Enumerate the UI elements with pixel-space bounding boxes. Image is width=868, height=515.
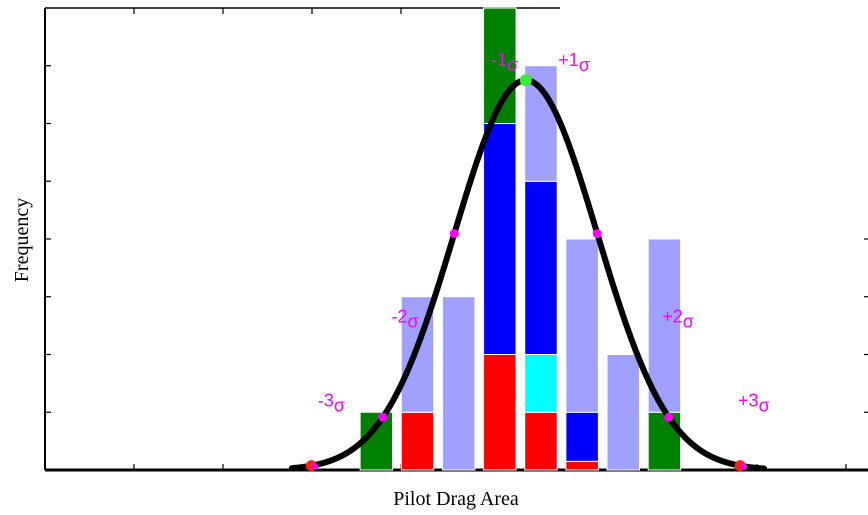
sigma-label: -3σ <box>318 390 345 415</box>
sigma-point <box>378 412 388 422</box>
sigma-point <box>592 229 602 239</box>
sigma-markers <box>305 74 748 472</box>
mean-point <box>519 74 532 87</box>
bar-segment <box>483 7 517 124</box>
x-axis-title: Pilot Drag Area <box>393 488 519 510</box>
bar-segment <box>647 411 682 471</box>
bar-segment <box>606 354 641 471</box>
bar-segment <box>524 411 558 471</box>
sigma-label: +1σ <box>558 50 590 75</box>
sigma-label: +3σ <box>738 390 770 415</box>
bar-segment <box>565 238 599 413</box>
bar-segment <box>483 123 517 355</box>
sigma-label: +2σ <box>662 307 694 332</box>
bar-segment <box>483 354 517 471</box>
bar-segment <box>524 354 558 413</box>
bar-segment <box>565 460 599 471</box>
sigma-labels: -3σ -2σ -1σ +1σ +2σ +3σ <box>318 50 770 416</box>
y-axis-title: Frequency <box>11 198 33 282</box>
bar-segment <box>441 296 476 471</box>
three-sigma-point-inner <box>312 463 319 470</box>
three-sigma-point-inner <box>741 463 748 470</box>
bar-segment <box>565 411 599 462</box>
sigma-label: -2σ <box>392 307 419 332</box>
bar-segment <box>647 238 682 413</box>
sigma-point <box>449 229 459 239</box>
sigma-point <box>664 412 674 422</box>
bars <box>359 7 682 471</box>
bar-segment <box>524 180 558 355</box>
sigma-label: -1σ <box>491 50 518 75</box>
bar-segment <box>400 411 435 471</box>
